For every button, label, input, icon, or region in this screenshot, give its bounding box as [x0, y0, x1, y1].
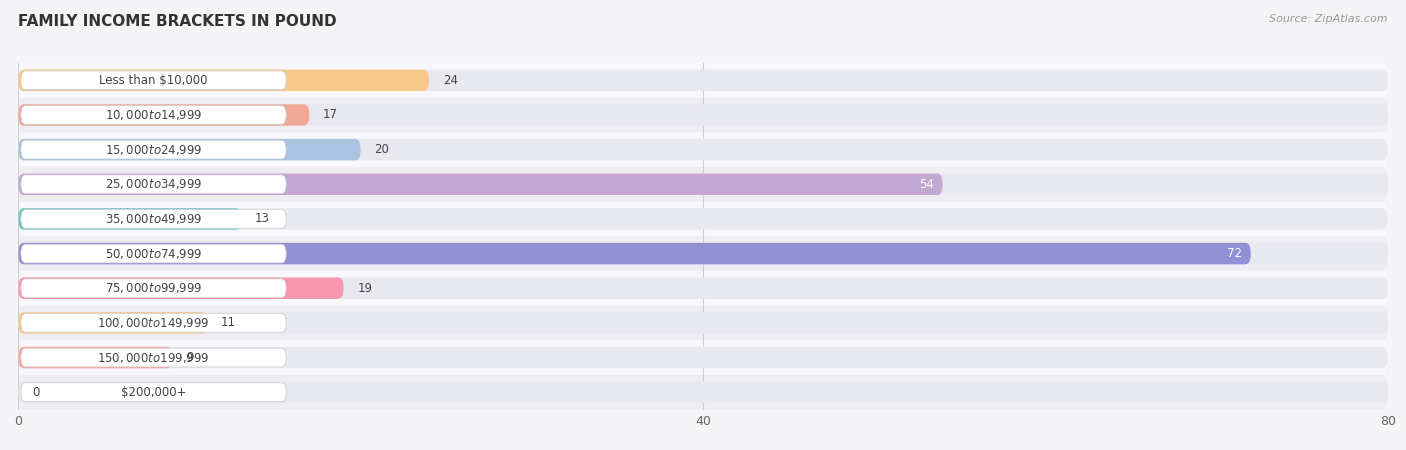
FancyBboxPatch shape — [21, 383, 287, 401]
FancyBboxPatch shape — [21, 244, 287, 263]
FancyBboxPatch shape — [18, 70, 429, 91]
FancyBboxPatch shape — [18, 132, 1388, 167]
Text: $75,000 to $99,999: $75,000 to $99,999 — [105, 281, 202, 295]
Text: $50,000 to $74,999: $50,000 to $74,999 — [105, 247, 202, 261]
Text: Less than $10,000: Less than $10,000 — [100, 74, 208, 87]
Text: 24: 24 — [443, 74, 458, 87]
FancyBboxPatch shape — [18, 208, 240, 230]
FancyBboxPatch shape — [18, 63, 1388, 98]
Text: $35,000 to $49,999: $35,000 to $49,999 — [105, 212, 202, 226]
FancyBboxPatch shape — [18, 382, 1388, 403]
FancyBboxPatch shape — [18, 243, 1251, 264]
FancyBboxPatch shape — [18, 312, 1388, 333]
FancyBboxPatch shape — [18, 104, 309, 126]
FancyBboxPatch shape — [18, 278, 1388, 299]
FancyBboxPatch shape — [18, 174, 1388, 195]
FancyBboxPatch shape — [18, 271, 1388, 306]
Text: $100,000 to $149,999: $100,000 to $149,999 — [97, 316, 209, 330]
FancyBboxPatch shape — [21, 314, 287, 332]
Text: Source: ZipAtlas.com: Source: ZipAtlas.com — [1270, 14, 1388, 23]
FancyBboxPatch shape — [21, 210, 287, 228]
Text: 9: 9 — [186, 351, 194, 364]
Text: $150,000 to $199,999: $150,000 to $199,999 — [97, 351, 209, 364]
FancyBboxPatch shape — [18, 208, 1388, 230]
Text: 20: 20 — [374, 143, 389, 156]
FancyBboxPatch shape — [18, 375, 1388, 410]
FancyBboxPatch shape — [18, 104, 1388, 126]
FancyBboxPatch shape — [18, 347, 173, 368]
FancyBboxPatch shape — [21, 175, 287, 194]
FancyBboxPatch shape — [18, 236, 1388, 271]
Text: 11: 11 — [221, 316, 235, 329]
Text: $10,000 to $14,999: $10,000 to $14,999 — [105, 108, 202, 122]
FancyBboxPatch shape — [21, 106, 287, 124]
Text: 72: 72 — [1227, 247, 1243, 260]
Text: $200,000+: $200,000+ — [121, 386, 186, 399]
FancyBboxPatch shape — [18, 139, 1388, 160]
Text: 17: 17 — [323, 108, 337, 122]
FancyBboxPatch shape — [21, 279, 287, 297]
FancyBboxPatch shape — [18, 167, 1388, 202]
Text: 54: 54 — [920, 178, 934, 191]
Text: 0: 0 — [32, 386, 39, 399]
Text: $15,000 to $24,999: $15,000 to $24,999 — [105, 143, 202, 157]
FancyBboxPatch shape — [21, 140, 287, 159]
FancyBboxPatch shape — [18, 340, 1388, 375]
Text: 13: 13 — [254, 212, 270, 225]
FancyBboxPatch shape — [21, 71, 287, 90]
FancyBboxPatch shape — [18, 278, 343, 299]
FancyBboxPatch shape — [18, 70, 1388, 91]
FancyBboxPatch shape — [18, 347, 1388, 368]
FancyBboxPatch shape — [18, 306, 1388, 340]
FancyBboxPatch shape — [18, 202, 1388, 236]
Text: FAMILY INCOME BRACKETS IN POUND: FAMILY INCOME BRACKETS IN POUND — [18, 14, 337, 28]
Text: 19: 19 — [357, 282, 373, 295]
Text: $25,000 to $34,999: $25,000 to $34,999 — [105, 177, 202, 191]
FancyBboxPatch shape — [21, 348, 287, 367]
FancyBboxPatch shape — [18, 243, 1388, 264]
FancyBboxPatch shape — [18, 139, 360, 160]
FancyBboxPatch shape — [18, 98, 1388, 132]
FancyBboxPatch shape — [18, 174, 942, 195]
FancyBboxPatch shape — [18, 312, 207, 333]
